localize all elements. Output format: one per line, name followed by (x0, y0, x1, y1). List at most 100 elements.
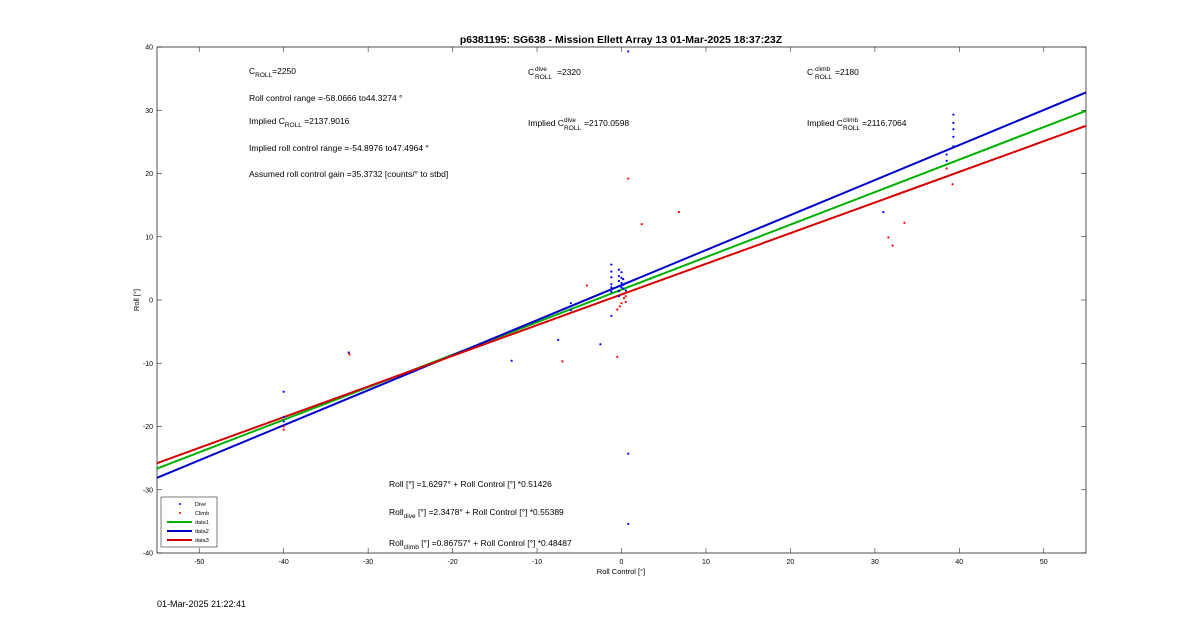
point-dive (569, 309, 572, 312)
point-dive (882, 210, 885, 214)
implied-c-roll-dive-sub: ROLL (564, 125, 581, 132)
point-dive (627, 50, 630, 53)
point-dive (610, 286, 613, 289)
point-dive (620, 286, 623, 289)
point-dive (557, 338, 560, 341)
point-dive (617, 295, 621, 298)
c-roll-dive-value: =2320 (557, 67, 581, 77)
c-roll-label: C (249, 66, 255, 76)
point-dive (622, 278, 625, 281)
point-climb (887, 236, 890, 239)
data-points (282, 50, 955, 526)
point-climb (616, 308, 619, 311)
implied-c-roll-sub: ROLL (285, 122, 302, 129)
point-climb (640, 223, 643, 226)
point-climb (951, 183, 954, 186)
point-dive (510, 359, 513, 362)
point-climb (903, 221, 906, 224)
point-dive (282, 390, 285, 393)
legend-label-dive: Dive (195, 502, 206, 508)
annotation-fit-all: Roll [°] =1.6297° + Roll Control [°] *0.… (389, 479, 552, 489)
point-dive (620, 281, 623, 285)
fit-climb-sub: climb (404, 544, 420, 551)
c-roll-dive-label: C (528, 67, 534, 77)
point-dive (569, 305, 572, 308)
point-climb (282, 428, 285, 431)
x-axis-label: Roll Control [°] (597, 567, 645, 576)
x-tick-label: 50 (1040, 559, 1048, 566)
legend-marker-climb (179, 512, 181, 514)
point-climb (561, 360, 564, 363)
axis-ticks: -50 -40 -30 -20 -10 0 10 20 30 40 50 -40 -30 -20 -10 0 1… (143, 45, 1086, 566)
implied-c-roll-climb-prefix: Implied C (807, 118, 843, 128)
point-dive (620, 271, 623, 274)
x-tick-label: -50 (194, 559, 204, 566)
legend-label-data3: data3 (195, 538, 209, 544)
fit-line-data1 (156, 109, 1087, 470)
point-dive (282, 415, 285, 419)
x-tick-label: -40 (279, 559, 289, 566)
point-dive (599, 343, 602, 346)
point-climb (618, 305, 621, 308)
footer-timestamp: 01-Mar-2025 21:22:41 (157, 599, 247, 609)
annotation-c-roll-climb: C (807, 67, 813, 77)
point-dive (952, 113, 955, 116)
implied-c-roll-dive-value: =2170.0598 (584, 118, 629, 128)
implied-c-roll-climb-sup: climb (843, 117, 859, 124)
point-dive (610, 263, 613, 266)
x-tick-label: 40 (955, 559, 963, 566)
fit-climb-prefix: Roll (389, 538, 404, 548)
point-dive (622, 283, 625, 286)
point-dive (617, 268, 621, 271)
annotation-fit-dive: Rolldive [°] =2.3478° + Roll Control [°]… (389, 507, 564, 520)
point-dive (945, 159, 948, 162)
y-tick-label: 10 (145, 234, 153, 241)
x-tick-label: 20 (787, 559, 795, 566)
legend: Dive Climb data1 data2 data3 (160, 496, 218, 548)
point-climb (348, 353, 351, 356)
annotation-c-roll: CROLL=2250 (249, 66, 296, 79)
point-climb (282, 425, 285, 428)
point-climb (585, 284, 588, 287)
point-climb (625, 291, 628, 294)
implied-c-roll-value: =2137.9016 (302, 116, 350, 126)
fit-climb-rest: [°] =0.86757° + Roll Control [°] *0.4848… (419, 538, 572, 548)
c-roll-climb-sup: climb (815, 66, 831, 73)
point-dive (610, 290, 613, 293)
c-roll-sub: ROLL (255, 72, 272, 79)
point-dive (569, 302, 572, 305)
y-tick-label: -40 (143, 551, 153, 558)
point-dive (952, 128, 955, 131)
point-climb (627, 177, 630, 180)
point-dive (627, 522, 630, 526)
y-tick-label: 40 (145, 45, 153, 52)
point-dive (610, 283, 613, 286)
chart-title: p6381195: SG638 - Mission Ellett Array 1… (460, 34, 783, 46)
fit-line-data3 (156, 124, 1087, 465)
c-roll-value: =2250 (272, 66, 296, 76)
fit-lines (156, 91, 1087, 479)
legend-label-data1: data1 (195, 520, 209, 526)
y-tick-label: -30 (143, 487, 153, 494)
point-dive (347, 351, 350, 354)
point-climb (624, 295, 627, 298)
point-dive (945, 153, 948, 156)
point-dive (627, 452, 630, 455)
point-dive (610, 270, 613, 273)
annotation-roll-range: Roll control range =-58.0666 to44.3274 ° (249, 93, 402, 103)
point-climb (891, 244, 894, 247)
fit-line-data2 (156, 91, 1087, 479)
point-dive (952, 145, 955, 148)
point-climb (616, 355, 619, 359)
point-dive (952, 135, 955, 138)
point-dive (617, 290, 621, 293)
x-tick-label: -20 (448, 559, 458, 566)
implied-c-roll-climb-sub: ROLL (843, 125, 860, 132)
y-tick-label: 0 (149, 298, 153, 305)
fit-dive-prefix: Roll (389, 507, 404, 517)
legend-label-data2: data2 (195, 529, 209, 535)
annotation-fit-climb: Rollclimb [°] =0.86757° + Roll Control [… (389, 538, 572, 551)
point-dive (610, 276, 613, 279)
point-climb (945, 167, 948, 170)
